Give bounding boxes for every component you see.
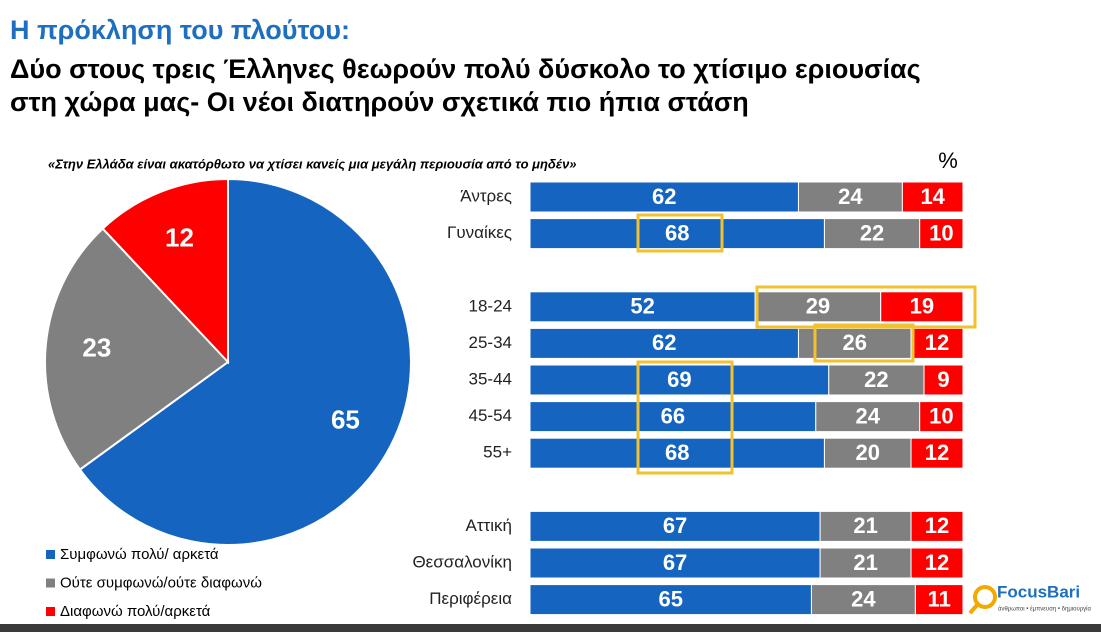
pie-slice bbox=[44, 227, 230, 471]
bar-segment bbox=[914, 584, 964, 616]
bar-segment bbox=[529, 547, 821, 579]
value-label: 11 bbox=[928, 586, 951, 611]
bars: Άντρες 62 24 14 Γυναίκες 68 22 10 18-24 52 29 19 25-… bbox=[412, 181, 964, 616]
bar-segment bbox=[529, 291, 756, 323]
category-label: 25-34 bbox=[469, 333, 512, 352]
value-label: 12 bbox=[925, 550, 949, 575]
value-label: 10 bbox=[929, 220, 953, 245]
value-label: 68 bbox=[665, 220, 689, 245]
value-label: 69 bbox=[667, 367, 691, 392]
question: «Στην Ελλάδα είναι ακατόρθωτο να χτίσει … bbox=[48, 156, 577, 171]
value-label: 19 bbox=[910, 294, 934, 319]
highlight-box bbox=[755, 285, 977, 329]
legend-label: Συμφωνώ πολύ/ αρκετά bbox=[60, 546, 219, 563]
value-label: 20 bbox=[855, 440, 879, 465]
bar-segment bbox=[910, 510, 964, 542]
bar-segment bbox=[529, 437, 825, 469]
category-label: Άντρες bbox=[460, 186, 512, 205]
value-label: 10 bbox=[929, 403, 953, 428]
subtitle: στη χώρα μας- Οι νέοι διατηρούν σχετικά … bbox=[10, 87, 749, 117]
highlight-box bbox=[813, 323, 915, 363]
value-label: 52 bbox=[630, 294, 654, 319]
legend-swatch bbox=[46, 578, 55, 588]
value-label: 67 bbox=[663, 550, 687, 575]
value-label: 24 bbox=[838, 184, 863, 209]
value-label: 21 bbox=[853, 513, 877, 538]
category-label: Θεσσαλονίκη bbox=[412, 552, 512, 571]
logo-tagline: άνθρωποι • έμπνευση • δημιουργία bbox=[998, 606, 1092, 613]
value-label: 22 bbox=[860, 220, 884, 245]
bar-segment bbox=[529, 401, 817, 433]
highlight-box bbox=[636, 213, 724, 253]
logo-icon bbox=[973, 585, 997, 609]
bar-segment bbox=[823, 218, 921, 250]
value-label: 24 bbox=[851, 586, 876, 611]
category-label: 45-54 bbox=[469, 406, 512, 425]
value-label: 62 bbox=[652, 330, 676, 355]
value-label: 62 bbox=[652, 184, 676, 209]
value-label: 12 bbox=[925, 513, 949, 538]
bar-segment bbox=[819, 510, 912, 542]
bar-segment bbox=[910, 327, 964, 359]
pie: 65 Συμφωνώ πολύ/ αρκετά 23 Ούτε συμφωνώ/ούτ… bbox=[44, 177, 412, 620]
highlight-box bbox=[636, 360, 734, 475]
slice-label: 23 bbox=[82, 332, 111, 362]
bar-segment bbox=[529, 327, 799, 359]
value-label: 29 bbox=[806, 294, 830, 319]
bar-segment bbox=[919, 401, 964, 433]
legend-label: Ούτε συμφωνώ/ούτε διαφωνώ bbox=[60, 574, 262, 591]
legend-swatch bbox=[46, 607, 55, 616]
value-label: 67 bbox=[663, 513, 687, 538]
bar-segment bbox=[529, 510, 821, 542]
bar-segment bbox=[529, 584, 812, 616]
value-label: 21 bbox=[853, 550, 877, 575]
category-label: Περιφέρεια bbox=[429, 589, 512, 608]
subtitle: Δύο στους τρεις Έλληνες θεωρούν πολύ δύσ… bbox=[10, 54, 921, 84]
value-label: 12 bbox=[925, 330, 949, 355]
pie-slice bbox=[78, 177, 412, 546]
value-label: 24 bbox=[855, 403, 880, 428]
bar-segment bbox=[797, 181, 903, 213]
category-label: Αττική bbox=[465, 516, 512, 535]
bar-segment bbox=[797, 327, 912, 359]
legend-swatch bbox=[46, 550, 55, 559]
bar-segment bbox=[880, 291, 964, 323]
bar-segment bbox=[529, 364, 830, 396]
slice-label: 65 bbox=[331, 405, 360, 435]
category-label: Γυναίκες bbox=[447, 223, 512, 242]
bar-segment bbox=[823, 437, 912, 469]
bar-segment bbox=[910, 547, 964, 579]
logo-name: FocusBari bbox=[997, 582, 1080, 601]
category-label: 35-44 bbox=[469, 369, 512, 388]
highlights bbox=[636, 213, 977, 475]
value-label: 14 bbox=[920, 184, 945, 209]
bar-segment bbox=[923, 364, 964, 396]
category-label: 18-24 bbox=[469, 296, 512, 315]
bar-segment bbox=[828, 364, 925, 396]
bar-segment bbox=[919, 218, 964, 250]
unit: % bbox=[938, 148, 958, 173]
category-label: 55+ bbox=[483, 443, 512, 462]
bar-segment bbox=[901, 181, 964, 213]
logo-icon bbox=[968, 602, 980, 615]
value-label: 66 bbox=[661, 403, 685, 428]
value-label: 65 bbox=[658, 586, 682, 611]
value-label: 26 bbox=[843, 330, 867, 355]
bar-segment bbox=[819, 547, 912, 579]
slice-label: 12 bbox=[165, 222, 194, 252]
pie-slice bbox=[101, 177, 229, 365]
value-label: 9 bbox=[937, 367, 949, 392]
logo: FocusBari άνθρωποι • έμπνευση • δημιουργ… bbox=[968, 582, 1092, 615]
bar-segment bbox=[754, 291, 882, 323]
bar-segment bbox=[910, 437, 964, 469]
value-label: 22 bbox=[864, 367, 888, 392]
bar-segment bbox=[815, 401, 921, 433]
title: Η πρόκληση του πλούτου: bbox=[10, 15, 350, 45]
value-label: 68 bbox=[665, 440, 689, 465]
legend-label: Διαφωνώ πολύ/αρκετά bbox=[60, 603, 211, 620]
value-label: 12 bbox=[925, 440, 949, 465]
footer-strip bbox=[0, 624, 1101, 632]
